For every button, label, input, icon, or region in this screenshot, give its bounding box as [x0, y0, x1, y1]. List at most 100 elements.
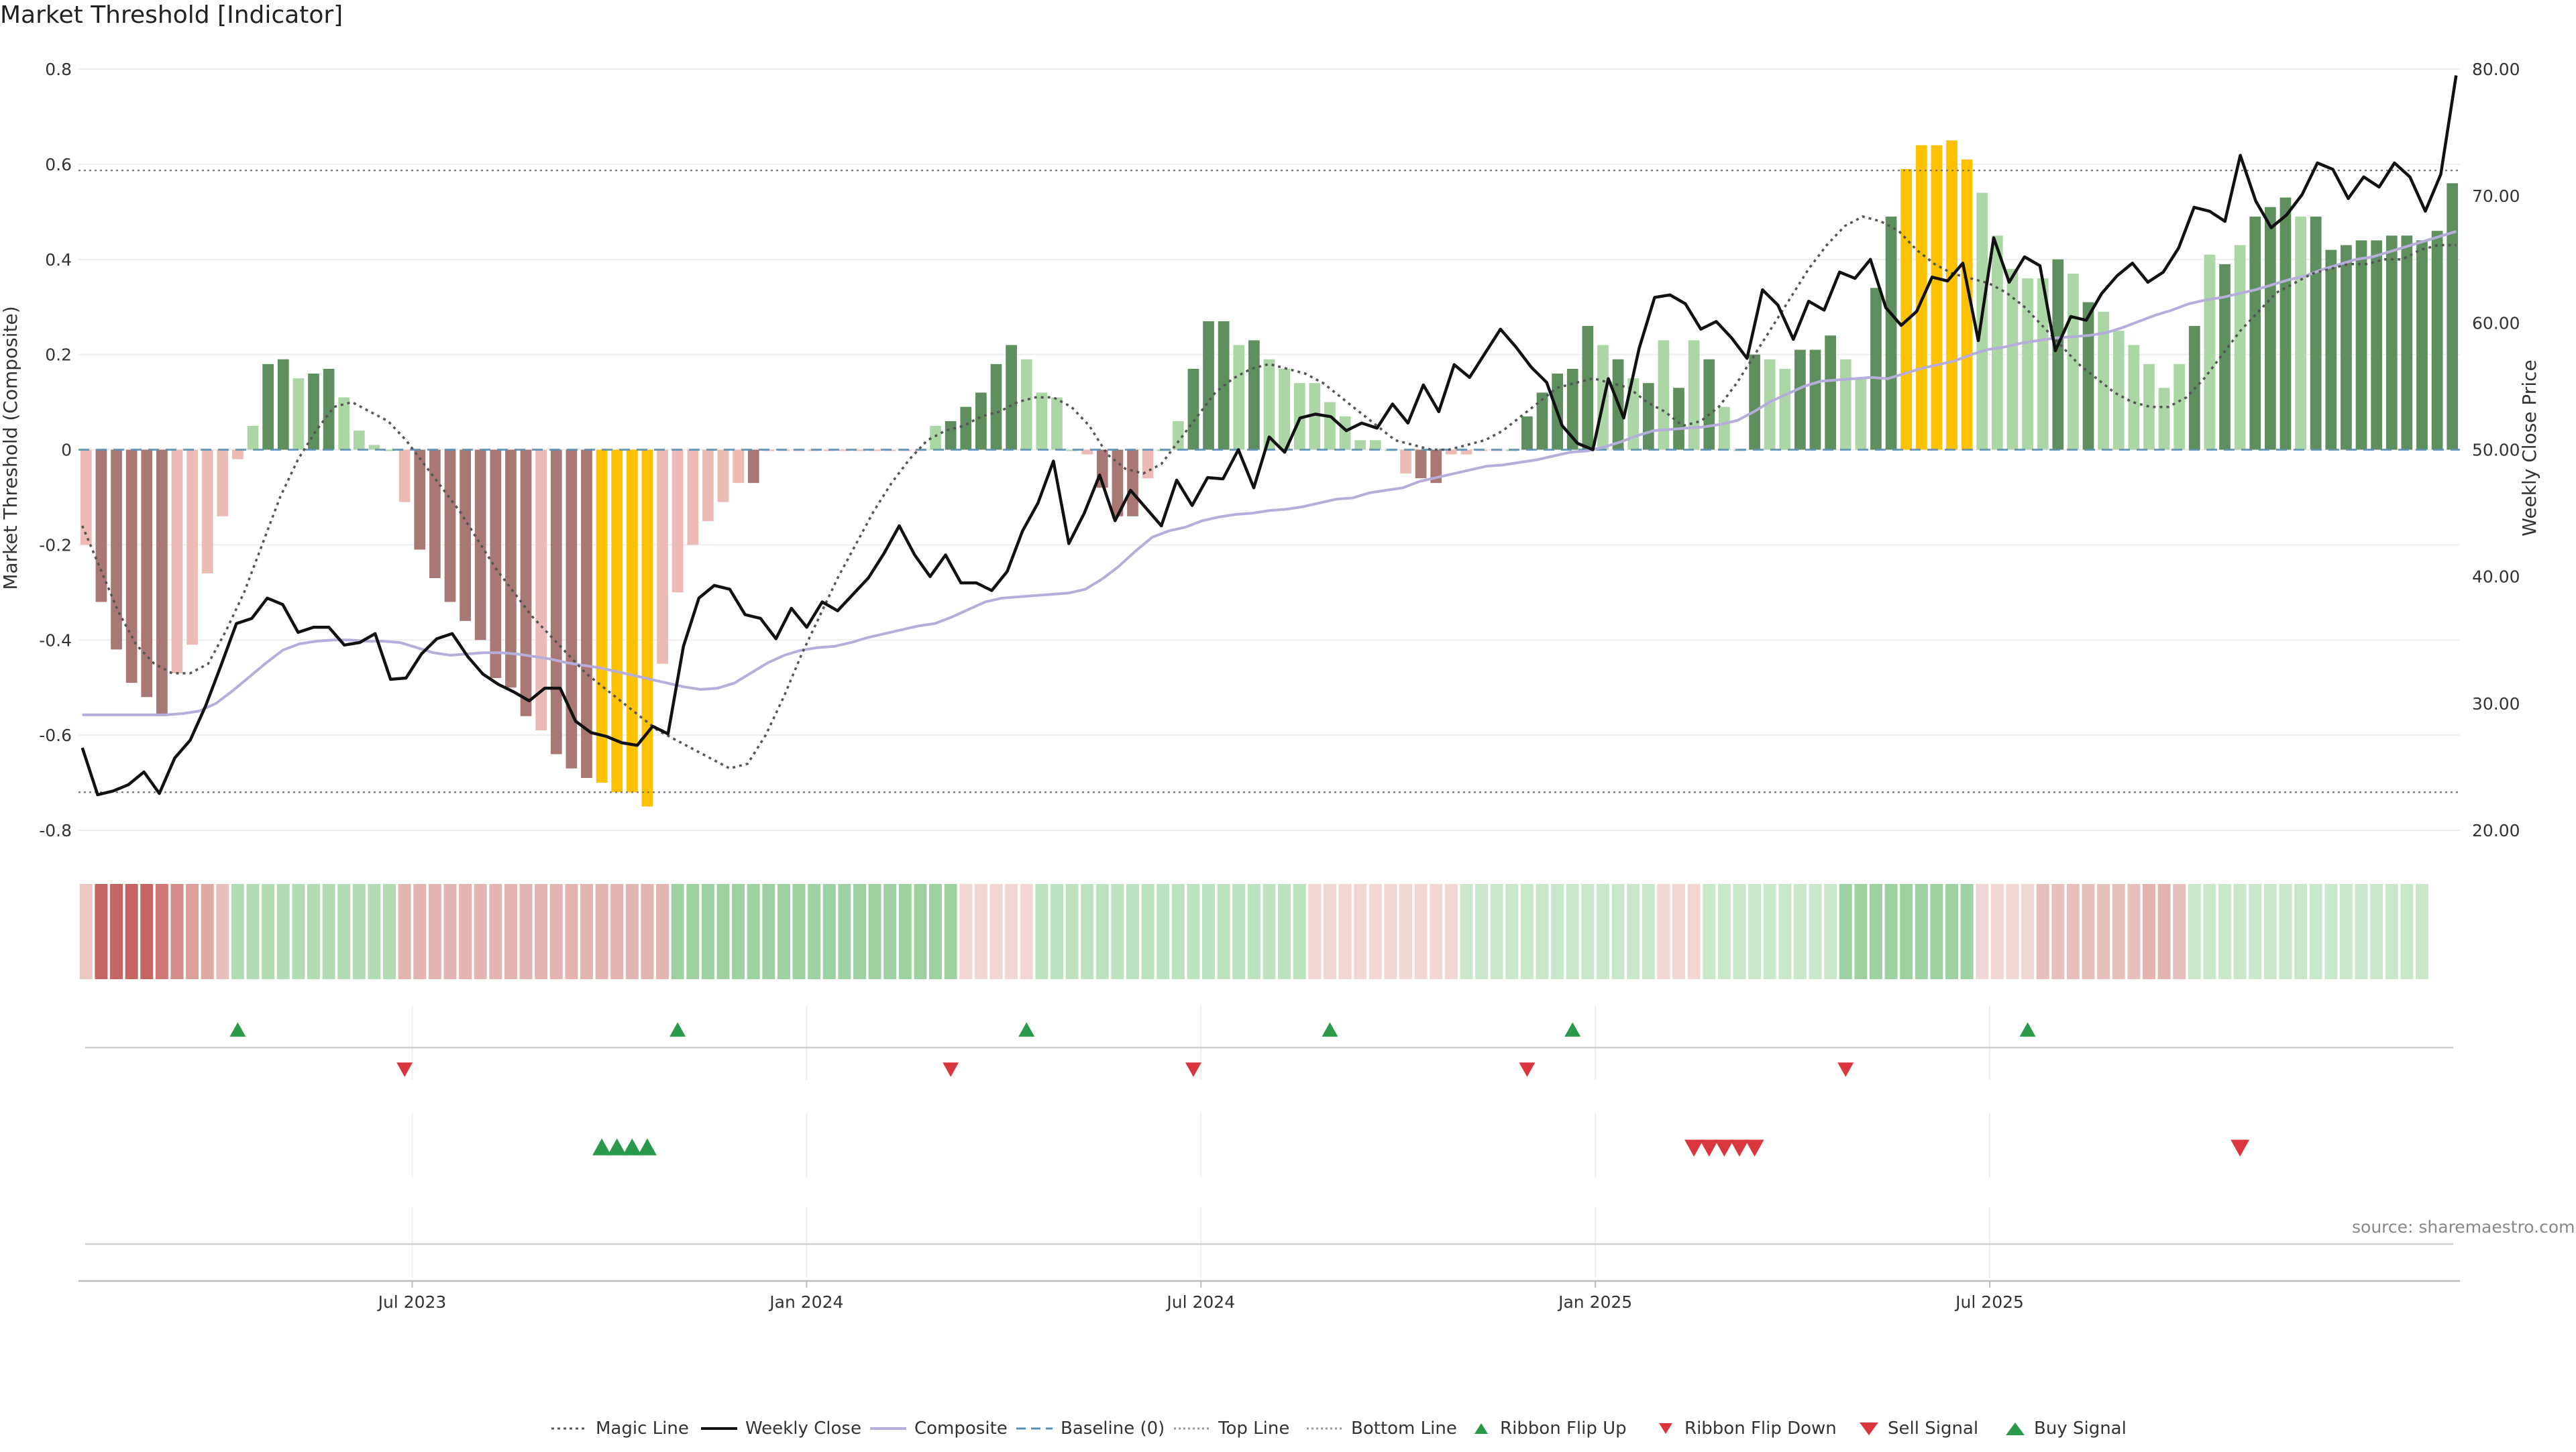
ribbon-cell	[1323, 884, 1336, 979]
composite-bar	[353, 431, 365, 450]
ribbon-cell	[1945, 884, 1959, 979]
ribbon-cell	[519, 884, 533, 979]
composite-bar	[80, 449, 92, 545]
ribbon-cell	[1126, 884, 1139, 979]
ribbon-cell	[838, 884, 851, 979]
composite-bar	[1293, 383, 1305, 450]
ribbon-cell	[216, 884, 229, 979]
composite-bar	[520, 449, 532, 716]
ribbon-cell	[580, 884, 593, 979]
composite-bar	[672, 449, 684, 593]
ribbon-cell	[853, 884, 866, 979]
composite-bar	[839, 449, 851, 451]
ribbon-cell	[2157, 884, 2171, 979]
composite-bar	[2052, 259, 2064, 450]
ribbon-cell	[1642, 884, 1655, 979]
weekly-close-line	[80, 75, 2458, 797]
ribbon-cell	[1081, 884, 1094, 979]
sell-signal-marker	[1699, 1139, 1719, 1157]
reference-lines	[78, 169, 2460, 793]
composite-bar	[1627, 378, 1640, 450]
ribbon-cell	[898, 884, 912, 979]
composite-bar	[2401, 235, 2413, 450]
ribbon-cell	[2400, 884, 2414, 979]
ribbon-cell	[1551, 884, 1564, 979]
ribbon-cell	[2082, 884, 2095, 979]
legend-sell-signal: Sell Signal	[1857, 1418, 1978, 1439]
ribbon-cell	[1171, 884, 1185, 979]
ribbon-flip-down-marker	[1837, 1062, 1854, 1077]
composite-bar	[1718, 406, 1730, 450]
ribbon-cell	[110, 884, 123, 979]
composite-bar	[2037, 278, 2049, 450]
ribbon-flip-up-marker	[229, 1022, 246, 1037]
ribbon-cell	[1490, 884, 1503, 979]
ribbon-flip-down-marker	[1519, 1062, 1536, 1077]
composite-bar	[1369, 440, 1381, 450]
composite-bar	[1248, 340, 1260, 450]
ribbon-cell	[2249, 884, 2262, 979]
composite-bar	[1642, 383, 1654, 450]
legend-label: Bottom Line	[1351, 1418, 1457, 1439]
composite-bar	[1749, 354, 1760, 450]
ribbon-cell	[1976, 884, 1989, 979]
legend-label: Composite	[914, 1418, 1008, 1439]
composite-bar	[960, 406, 972, 450]
ribbon-cell	[2385, 884, 2398, 979]
ribbon-cell	[1050, 884, 1063, 979]
grid	[78, 68, 2460, 831]
composite-bar	[1415, 449, 1427, 479]
ribbon-cell	[565, 884, 578, 979]
composite-bar	[1279, 368, 1290, 450]
ribbon-cell	[2294, 884, 2308, 979]
composite-bar	[292, 378, 305, 450]
ribbon-cell	[1884, 884, 1898, 979]
composite-bar	[566, 449, 578, 769]
composite-bar	[687, 449, 699, 545]
composite-bar	[1521, 416, 1533, 450]
ribbon-flip-down-marker	[396, 1062, 413, 1077]
composite-bar	[232, 449, 244, 459]
composite-bar	[1142, 449, 1154, 479]
y2-tick-label: 60.00	[2472, 313, 2520, 333]
ribbon-cell	[1247, 884, 1260, 979]
composite-bar	[1900, 168, 1913, 450]
composite-bar	[186, 449, 198, 645]
composite-bar	[2068, 274, 2079, 450]
composite-bar	[596, 449, 608, 783]
ribbon-cell	[1581, 884, 1595, 979]
composite-bar	[2234, 245, 2246, 450]
ribbon-cell	[262, 884, 275, 979]
ribbon-cell	[1536, 884, 1549, 979]
composite-bar	[2158, 388, 2170, 450]
y-tick-label: 0.2	[45, 345, 72, 365]
chart-title: Market Threshold [Indicator]	[0, 1, 343, 29]
composite-bar	[717, 449, 729, 502]
composite-bar	[1658, 340, 1670, 450]
composite-bar	[1931, 145, 1943, 450]
ribbon-cell	[2339, 884, 2353, 979]
composite-bar	[2310, 216, 2322, 450]
composite-bar	[323, 368, 335, 450]
ribbon-cell	[2142, 884, 2155, 979]
y2-tick-label: 50.00	[2472, 441, 2520, 460]
ribbon-cell	[2415, 884, 2428, 979]
composite-bar	[1839, 359, 1851, 450]
ribbon-cell	[732, 884, 745, 979]
ribbon-cell	[307, 884, 320, 979]
composite-bar	[111, 449, 122, 650]
composite-bar	[2249, 216, 2261, 450]
composite-bar	[1870, 288, 1882, 450]
y-tick-label: 0.8	[45, 60, 72, 79]
x-tick-label: Jul 2023	[377, 1292, 447, 1312]
ribbon-cell	[1854, 884, 1868, 979]
sell-signal-marker	[1684, 1139, 1704, 1157]
ribbon-cell	[125, 884, 138, 979]
composite-bar	[368, 445, 380, 450]
composite-bar	[611, 449, 623, 793]
triangle-down-red-icon	[1659, 1423, 1672, 1434]
axes: 0.8 0.6 0.4 0.2 0 -0.2 -0.4 -0.6 -0.8 80.00 70.00 6…	[39, 60, 2520, 840]
triangle-up-green-large-icon	[2006, 1422, 2025, 1435]
ribbon-cell	[1157, 884, 1170, 979]
composite-bar	[1430, 449, 1442, 484]
